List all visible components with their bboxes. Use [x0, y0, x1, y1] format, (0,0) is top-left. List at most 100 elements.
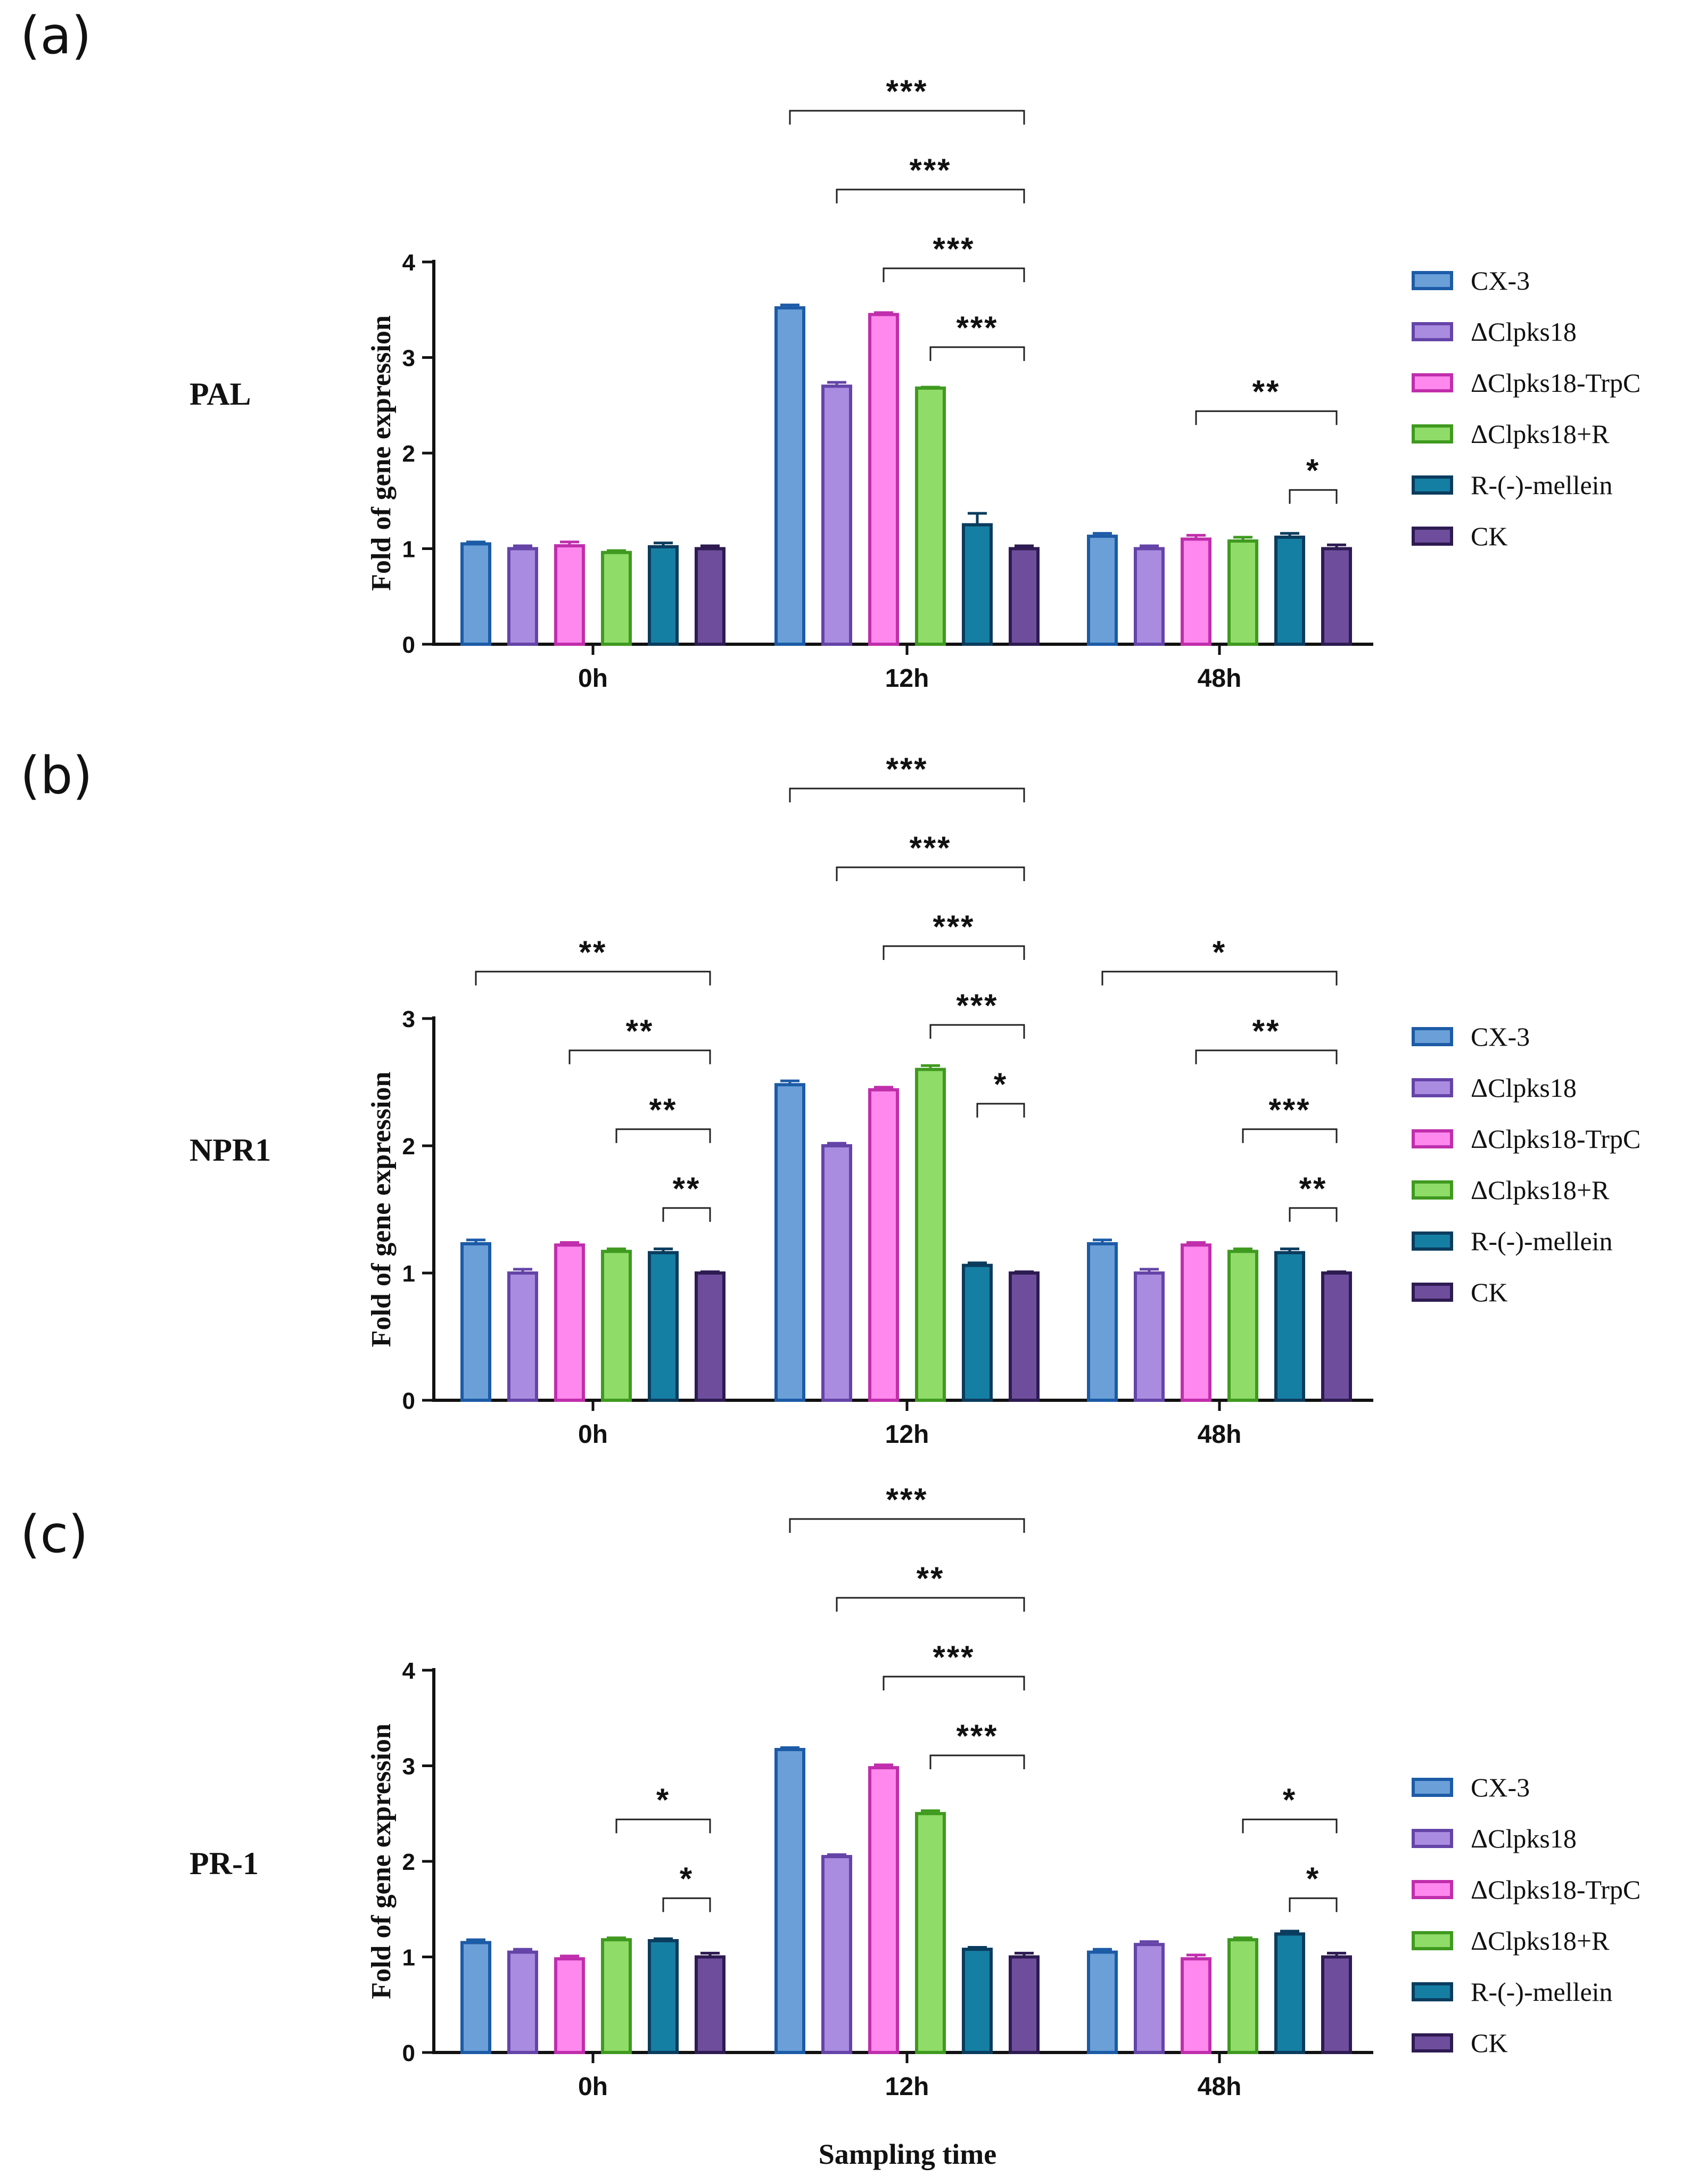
significance-label: * — [1283, 1782, 1297, 1818]
bar-48h-2 — [1181, 1957, 1211, 2055]
x-tick-label: 0h — [578, 664, 608, 693]
y-axis-label: Fold of gene expression — [366, 315, 397, 591]
y-tick-label: 3 — [402, 1006, 415, 1032]
bar-0h-2 — [554, 544, 585, 646]
legend-swatch — [1412, 2033, 1453, 2052]
significance-label: *** — [956, 988, 998, 1023]
significance-label: *** — [886, 751, 928, 787]
bar-48h-0 — [1087, 535, 1118, 646]
bar-12h-4 — [962, 1263, 993, 1402]
bar-0h-2 — [554, 1243, 585, 1402]
legend-swatch — [1412, 424, 1453, 444]
bar-48h-5 — [1321, 1271, 1352, 1402]
bar-12h-1 — [821, 1855, 852, 2054]
legend-swatch — [1412, 1931, 1453, 1950]
bracket-line — [976, 1103, 1025, 1118]
legend-entry: ΔClpks18+R — [1471, 1926, 1610, 1956]
bar-0h-1 — [507, 1950, 538, 2054]
legend-swatch — [1412, 1880, 1453, 1899]
bar-48h-4 — [1274, 1251, 1305, 1402]
gene-label: PAL — [189, 376, 251, 412]
bar-0h-4 — [648, 1939, 679, 2055]
significance-bracket: ** — [662, 1171, 711, 1222]
bracket-line — [1101, 971, 1338, 986]
legend-swatch — [1412, 1829, 1453, 1848]
panel-npr1: (b) NPR1 Fold of gene expression 0 1 2 3 0h 12h 4… — [20, 746, 1640, 1449]
bracket-line — [1195, 410, 1338, 425]
bar-12h-3 — [915, 1068, 946, 1402]
bar-0h-5 — [695, 547, 726, 646]
significance-bracket: ** — [475, 934, 711, 986]
significance-bracket: ** — [1289, 1171, 1338, 1222]
significance-label: *** — [886, 1482, 928, 1517]
bracket-line — [1242, 1128, 1338, 1143]
significance-label: * — [1213, 934, 1226, 970]
bar-48h-1 — [1134, 547, 1165, 646]
significance-label: *** — [933, 909, 975, 945]
bracket-line — [836, 188, 1025, 203]
legend-entry: ΔClpks18+R — [1471, 419, 1610, 449]
bar-12h-3 — [915, 1812, 946, 2054]
legend-swatch — [1412, 1778, 1453, 1797]
bracket-line — [568, 1049, 711, 1064]
bar-48h-5 — [1321, 1955, 1352, 2054]
significance-label: ** — [673, 1171, 701, 1206]
bracket-line — [929, 1754, 1025, 1769]
y-tick-label: 1 — [402, 1945, 415, 1971]
bracket-line — [475, 971, 711, 986]
bracket-line — [1195, 1049, 1338, 1064]
legend-entry: ΔClpks18 — [1471, 1824, 1577, 1853]
bracket-line — [1242, 1818, 1338, 1834]
significance-label: * — [656, 1782, 670, 1818]
bar-48h-2 — [1181, 537, 1211, 646]
panel-pr-1: (c) PR-1 Fold of gene expression 0 1 2 3 4 0h 12h… — [20, 1482, 1640, 2101]
significance-bracket: *** — [789, 751, 1025, 802]
bar-0h-5 — [695, 1271, 726, 1402]
bar-0h-5 — [695, 1955, 726, 2054]
legend-entry: CX-3 — [1471, 1772, 1530, 1802]
significance-label: ** — [579, 934, 607, 970]
bar-12h-4 — [962, 523, 993, 646]
legend-entry: R-(-)-mellein — [1471, 1226, 1613, 1256]
significance-label: ** — [1299, 1171, 1328, 1206]
bar-12h-3 — [915, 386, 946, 646]
bar-0h-0 — [460, 1242, 491, 1402]
bar-12h-2 — [868, 1088, 899, 1402]
bar-48h-2 — [1181, 1243, 1211, 1402]
bar-12h-1 — [821, 1144, 852, 1402]
legend-entry: ΔClpks18 — [1471, 317, 1577, 347]
significance-bracket: ** — [568, 1013, 711, 1064]
legend-swatch — [1412, 475, 1453, 495]
legend-entry: ΔClpks18-TrpC — [1471, 368, 1640, 398]
legend-swatch — [1412, 1231, 1453, 1251]
legend: CX-3 ΔClpks18 ΔClpks18-TrpC ΔClpks18+R R-(-)… — [1412, 266, 1640, 551]
bar-48h-1 — [1134, 1271, 1165, 1402]
bar-0h-2 — [554, 1957, 585, 2055]
bar-12h-5 — [1009, 1271, 1040, 1402]
bracket-line — [1289, 489, 1338, 504]
significance-bracket: ** — [615, 1092, 711, 1143]
bar-12h-5 — [1009, 1955, 1040, 2054]
legend-entry: R-(-)-mellein — [1471, 1977, 1613, 2007]
bar-48h-1 — [1134, 1943, 1165, 2055]
x-tick-label: 0h — [578, 2073, 608, 2101]
bracket-line — [1289, 1207, 1338, 1222]
legend: CX-3 ΔClpks18 ΔClpks18-TrpC ΔClpks18+R R-(-)… — [1412, 1772, 1640, 2058]
y-tick-label: 4 — [402, 250, 416, 276]
gene-label: NPR1 — [189, 1132, 271, 1168]
bracket-line — [883, 945, 1025, 960]
legend-entry: ΔClpks18+R — [1471, 1175, 1610, 1205]
legend: CX-3 ΔClpks18 ΔClpks18-TrpC ΔClpks18+R R-(-)… — [1412, 1022, 1640, 1307]
bracket-line — [615, 1818, 711, 1834]
significance-bracket: *** — [1242, 1092, 1338, 1143]
bracket-line — [789, 110, 1025, 125]
bar-48h-3 — [1227, 539, 1258, 646]
significance-label: *** — [956, 310, 998, 346]
y-tick-label: 0 — [402, 1388, 415, 1414]
y-tick-label: 2 — [402, 441, 415, 467]
bar-48h-0 — [1087, 1950, 1118, 2054]
significance-bracket: *** — [883, 909, 1025, 960]
legend-swatch — [1412, 271, 1453, 290]
legend-entry: CX-3 — [1471, 266, 1530, 295]
significance-label: *** — [933, 1639, 975, 1675]
